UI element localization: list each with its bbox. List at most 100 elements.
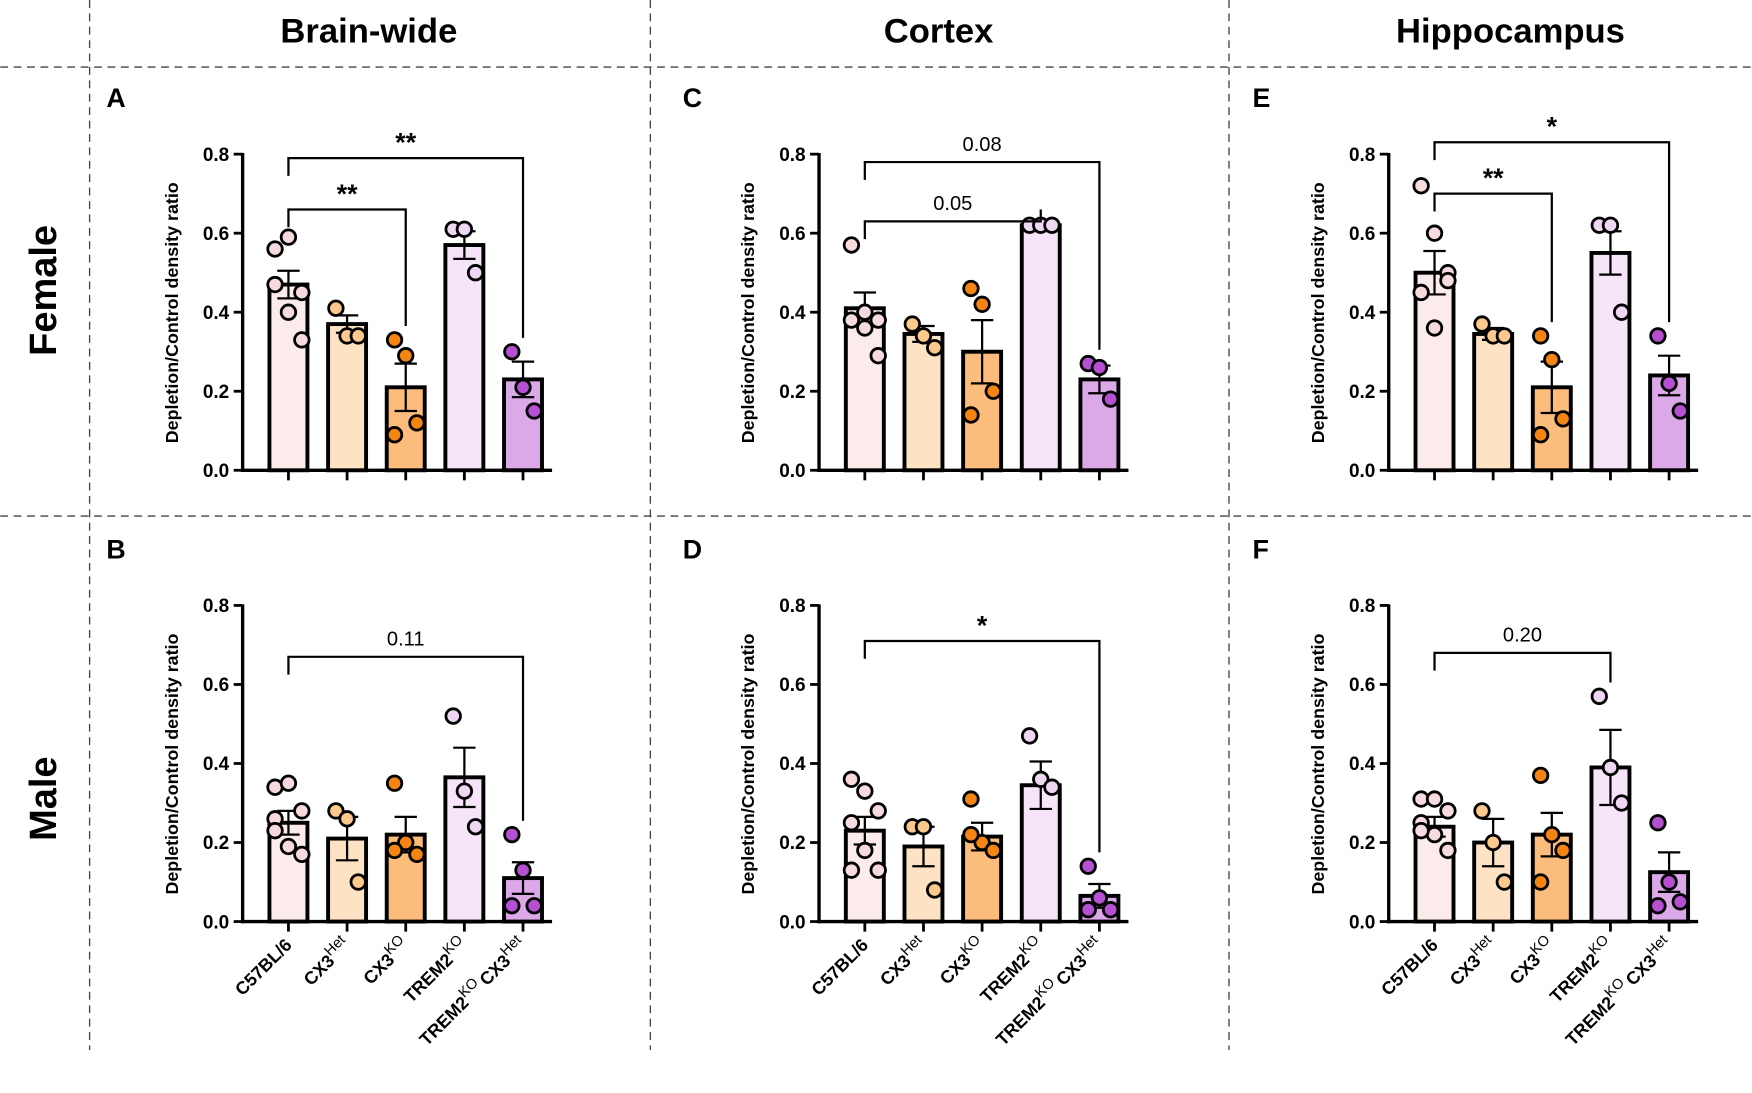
data-point	[349, 873, 367, 891]
data-point	[1590, 687, 1608, 705]
data-point	[1531, 327, 1550, 345]
y-tick-label: 0.4	[203, 754, 230, 775]
data-point	[842, 861, 861, 879]
y-tick-label: 0.0	[1349, 461, 1375, 482]
data-point	[1439, 841, 1457, 860]
data-point	[525, 897, 543, 915]
data-point	[1531, 766, 1550, 785]
panel-d: D Depletion/Control density ratio 0.0 0.2 0.…	[683, 535, 1129, 1050]
data-point	[984, 382, 1002, 400]
data-point	[503, 825, 521, 844]
bar	[1413, 270, 1456, 473]
data-point	[466, 264, 485, 282]
bracket-line	[863, 639, 1101, 853]
significance-label: *	[1547, 112, 1558, 142]
panel-a: A Depletion/Control density ratio 0.0 0.2 0.…	[106, 83, 553, 482]
data-point	[842, 770, 861, 788]
bar	[1589, 250, 1632, 473]
x-tick-label: CX3Het	[873, 932, 930, 989]
y-tick-label: 0.8	[779, 596, 805, 617]
data-point	[525, 402, 543, 420]
panel-c: C Depletion/Control density ratio 0.0 0.2 0.…	[683, 83, 1129, 482]
data-point	[925, 881, 944, 899]
y-tick-label: 0.2	[1349, 833, 1375, 854]
data-point	[293, 802, 311, 820]
bar	[443, 243, 486, 473]
bracket-line	[1433, 651, 1612, 683]
y-tick-label: 0.0	[1349, 912, 1375, 933]
y-tick-label: 0.6	[1349, 675, 1375, 696]
data-point	[1649, 897, 1667, 915]
y-tick-label: 0.4	[1349, 754, 1376, 775]
x-tick-label-text: TREM2	[992, 993, 1049, 1050]
x-tick-label: TREM2KOCX3Het	[413, 932, 530, 1049]
data-point	[1484, 833, 1502, 852]
data-point	[293, 845, 311, 864]
x-tick-label-text: TREM2	[976, 950, 1033, 1007]
significance-label: **	[395, 127, 416, 157]
data-point	[455, 220, 474, 238]
data-point	[503, 897, 521, 915]
x-tick-label: CX3KO	[357, 932, 413, 988]
data-point	[1043, 778, 1061, 796]
data-point	[408, 414, 426, 432]
data-point	[856, 841, 874, 860]
y-tick-label: 0.2	[203, 833, 229, 854]
y-tick-label: 0.8	[203, 596, 229, 617]
bracket-line	[1433, 192, 1553, 323]
data-point	[869, 802, 887, 820]
data-point	[962, 279, 980, 298]
bar	[1472, 331, 1515, 473]
y-tick-label: 0.6	[203, 675, 229, 696]
bar	[902, 331, 945, 473]
data-point	[1079, 857, 1097, 875]
data-point	[293, 283, 311, 302]
x-tick-label: C57BL/6	[807, 935, 872, 1000]
data-point	[1412, 177, 1430, 195]
data-point	[973, 833, 991, 852]
panel-letter: C	[683, 83, 702, 113]
data-point	[1671, 402, 1689, 420]
data-point	[1101, 390, 1120, 408]
data-point	[1101, 901, 1120, 919]
y-tick-label: 0.6	[1349, 224, 1375, 245]
data-point	[1032, 770, 1050, 788]
data-point	[1020, 727, 1039, 745]
data-point	[1612, 794, 1631, 812]
data-point	[1425, 224, 1444, 242]
grid-dividers	[0, 0, 1752, 1051]
data-point	[1090, 889, 1109, 907]
column-header-hippocampus: Hippocampus	[1396, 12, 1625, 50]
data-point	[869, 347, 887, 365]
data-point	[1531, 873, 1550, 891]
data-point	[444, 707, 462, 725]
data-point	[1649, 327, 1667, 345]
panel-b: B Depletion/Control density ratio 0.0 0.2 0.…	[106, 535, 553, 1050]
data-point	[349, 327, 367, 345]
data-point	[279, 837, 298, 856]
x-tick-label: CX3Het	[1443, 932, 1500, 989]
data-point	[466, 818, 485, 836]
data-point	[1090, 358, 1109, 377]
y-tick-label: 0.0	[203, 912, 229, 933]
significance-label: 0.08	[963, 134, 1002, 156]
data-point	[455, 782, 474, 800]
y-tick-label: 0.2	[779, 833, 805, 854]
bracket-line	[287, 156, 525, 338]
data-point	[869, 861, 887, 879]
data-point	[279, 228, 298, 246]
data-point	[842, 814, 861, 832]
panel-letter: A	[106, 83, 125, 113]
data-point	[503, 343, 521, 361]
y-tick-label: 0.2	[203, 382, 229, 403]
significance-bracket: *	[1433, 112, 1671, 323]
y-axis-label: Depletion/Control density ratio	[738, 633, 758, 894]
y-tick-label: 0.0	[203, 461, 229, 482]
significance-label: **	[337, 179, 358, 209]
data-point	[514, 861, 532, 879]
y-tick-label: 0.4	[1349, 303, 1376, 324]
data-point	[842, 311, 861, 329]
column-header-cortex: Cortex	[884, 12, 994, 50]
x-tick-label: TREM2KOCX3Het	[1559, 932, 1676, 1049]
